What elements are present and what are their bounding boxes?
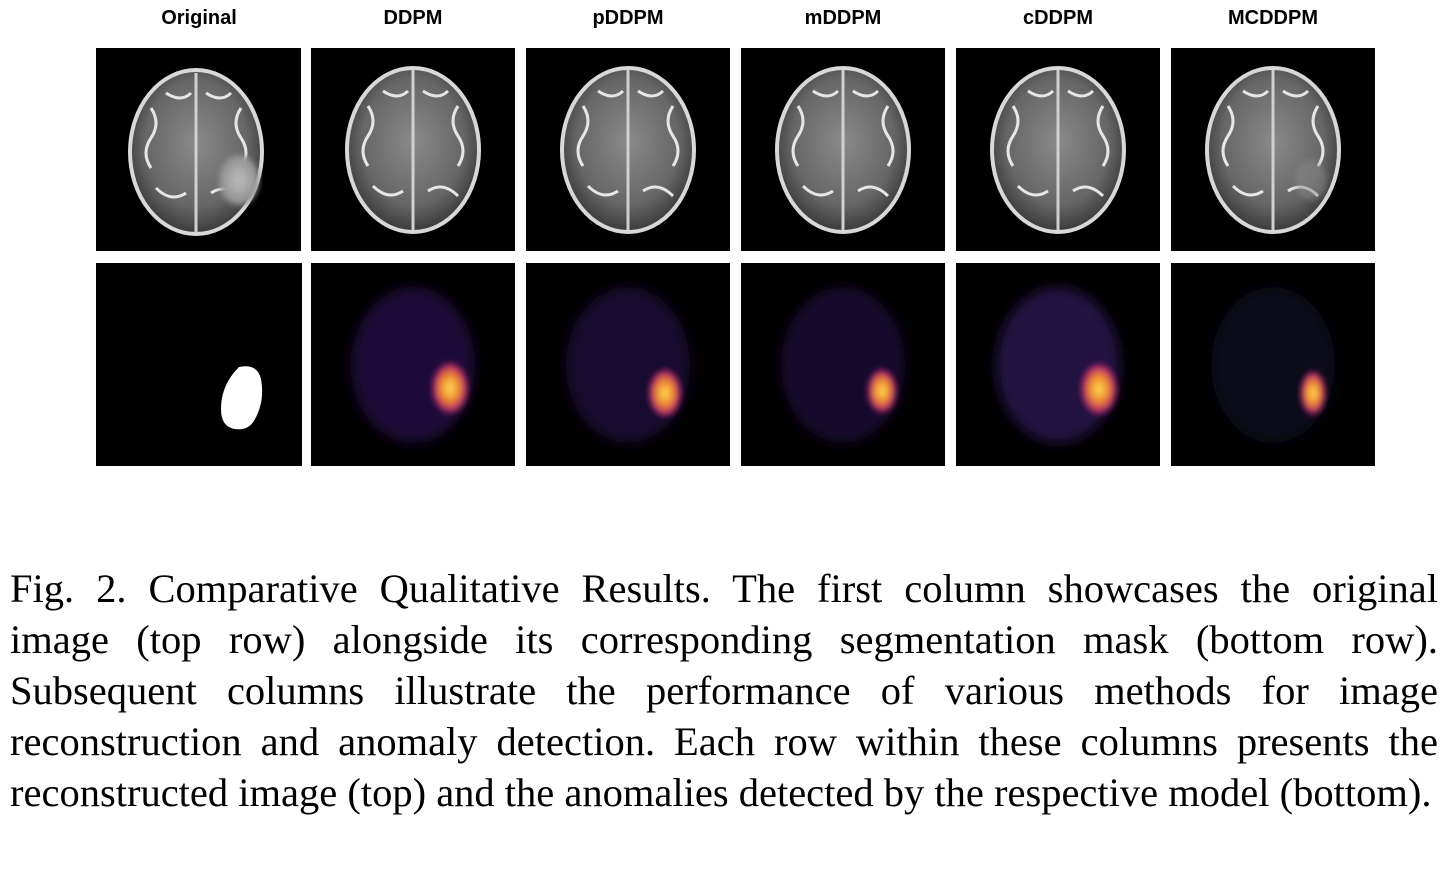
column-title-cddpm: cDDPM <box>1022 7 1093 29</box>
pddpm-reconstruction-image <box>526 48 730 251</box>
brain-slice-graphic <box>345 66 481 234</box>
figure-label: Fig. 2. <box>10 566 127 611</box>
original-mri-image <box>96 48 301 251</box>
ddpm-anomaly-map <box>311 263 515 466</box>
column-title-mcddpm: MCDDPM <box>1228 7 1318 29</box>
caption-text: Comparative Qualitative Results. The fir… <box>10 566 1438 815</box>
figure-caption: Fig. 2. Comparative Qualitative Results. … <box>10 563 1438 818</box>
column-title-mddpm: mDDPM <box>804 7 882 29</box>
mddpm-anomaly-map <box>741 263 945 466</box>
mddpm-reconstruction-image <box>741 48 945 251</box>
segmentation-mask-image <box>96 263 302 466</box>
cddpm-anomaly-map <box>956 263 1160 466</box>
column-title-ddpm: DDPM <box>383 7 443 29</box>
heatmap-graphic <box>566 287 690 443</box>
heatmap-graphic <box>781 287 905 443</box>
column-title-original: Original <box>161 7 237 29</box>
pddpm-anomaly-map <box>526 263 730 466</box>
brain-slice-graphic <box>990 66 1126 234</box>
brain-slice-graphic <box>560 66 696 234</box>
brain-slice-graphic <box>1205 66 1341 234</box>
column-title-pddpm: pDDPM <box>592 7 664 29</box>
brain-slice-graphic <box>775 66 911 234</box>
brain-slice-graphic <box>128 68 264 236</box>
heatmap-graphic <box>351 287 475 443</box>
heatmap-graphic <box>996 287 1120 443</box>
cddpm-reconstruction-image <box>956 48 1160 251</box>
mcddpm-reconstruction-image <box>1171 48 1375 251</box>
ddpm-reconstruction-image <box>311 48 515 251</box>
mask-graphic <box>221 366 263 430</box>
heatmap-graphic <box>1211 287 1335 443</box>
mcddpm-anomaly-map <box>1171 263 1375 466</box>
